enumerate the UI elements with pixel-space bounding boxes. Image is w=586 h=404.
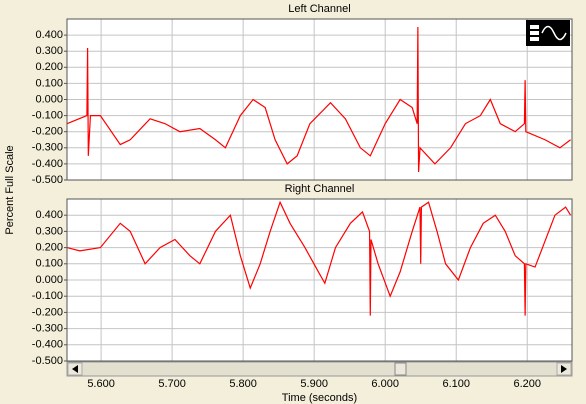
- y-tick-label: -0.400: [32, 339, 63, 351]
- arrow-left: [72, 365, 78, 373]
- x-tick-label: 6.000: [371, 378, 399, 390]
- y-tick-label: 0.100: [35, 77, 63, 89]
- x-axis-label: Time (seconds): [282, 392, 357, 404]
- y-tick-label: -0.300: [32, 323, 63, 335]
- x-tick-label: 6.100: [442, 378, 470, 390]
- x-tick-label: 5.800: [229, 378, 257, 390]
- chart-title: Left Channel: [288, 3, 350, 15]
- signal-icon[interactable]: [526, 20, 570, 46]
- signal-line: [66, 27, 571, 172]
- y-tick-label: -0.400: [32, 158, 63, 170]
- y-tick-label: -0.200: [32, 306, 63, 318]
- y-tick-label: 0.300: [35, 45, 63, 57]
- y-tick-label: 0.400: [35, 209, 63, 221]
- y-tick-label: 0.000: [35, 93, 63, 105]
- y-tick-label: 0.400: [35, 29, 63, 41]
- y-tick-label: -0.200: [32, 126, 63, 138]
- x-tick-label: 5.700: [158, 378, 186, 390]
- plot-border: [66, 18, 573, 181]
- chart-title: Right Channel: [285, 183, 355, 195]
- scrollbar[interactable]: [66, 361, 573, 377]
- icon-part: [530, 25, 539, 29]
- y-tick-label: -0.300: [32, 142, 63, 154]
- y-tick-label: -0.500: [32, 355, 63, 367]
- y-tick-label: -0.100: [32, 290, 63, 302]
- icon-part: [530, 31, 539, 35]
- scroll-track[interactable]: [66, 361, 573, 377]
- icon-wave: [541, 25, 567, 41]
- y-tick-label: -0.100: [32, 110, 63, 122]
- y-tick-label: 0.300: [35, 225, 63, 237]
- arrow-right: [561, 365, 567, 373]
- y-tick-label: -0.500: [32, 174, 63, 186]
- scroll-thumb[interactable]: [394, 362, 407, 376]
- y-tick-label: 0.200: [35, 61, 63, 73]
- plot-border: [66, 198, 573, 362]
- x-tick-label: 6.200: [513, 378, 541, 390]
- y-tick-label: 0.100: [35, 258, 63, 270]
- signal-line: [66, 200, 572, 316]
- icon-part: [530, 37, 539, 41]
- x-tick-label: 5.600: [87, 378, 115, 390]
- y-tick-label: 0.000: [35, 274, 63, 286]
- charts: Left Channel -0.500 -0.400 -0.300 -0.200 -0.1…: [4, 3, 573, 404]
- y-axis-label: Percent Full Scale: [4, 145, 16, 234]
- x-tick-label: 5.900: [300, 378, 328, 390]
- y-tick-label: 0.200: [35, 242, 63, 254]
